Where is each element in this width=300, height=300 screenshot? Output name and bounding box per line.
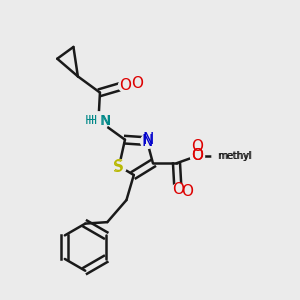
Text: O: O	[191, 139, 203, 154]
Text: O: O	[172, 182, 184, 197]
Text: N: N	[143, 132, 154, 147]
Text: S: S	[113, 160, 122, 175]
Text: O: O	[182, 184, 194, 199]
Text: O: O	[191, 148, 203, 164]
Text: N: N	[100, 114, 110, 128]
Text: N: N	[141, 134, 153, 149]
Text: H: H	[85, 114, 94, 127]
Text: N: N	[101, 114, 111, 128]
Text: O: O	[191, 148, 203, 164]
Text: methyl: methyl	[218, 151, 252, 161]
Text: O: O	[131, 76, 143, 91]
Text: H: H	[88, 114, 97, 127]
Text: methyl: methyl	[217, 151, 251, 161]
Text: O: O	[119, 78, 131, 93]
Text: S: S	[114, 159, 124, 174]
